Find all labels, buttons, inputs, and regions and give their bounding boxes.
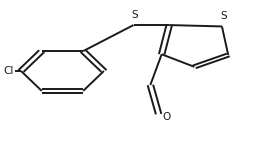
Text: S: S [132, 10, 138, 20]
Text: Cl: Cl [4, 66, 14, 76]
Text: O: O [162, 112, 170, 122]
Text: S: S [221, 11, 227, 21]
